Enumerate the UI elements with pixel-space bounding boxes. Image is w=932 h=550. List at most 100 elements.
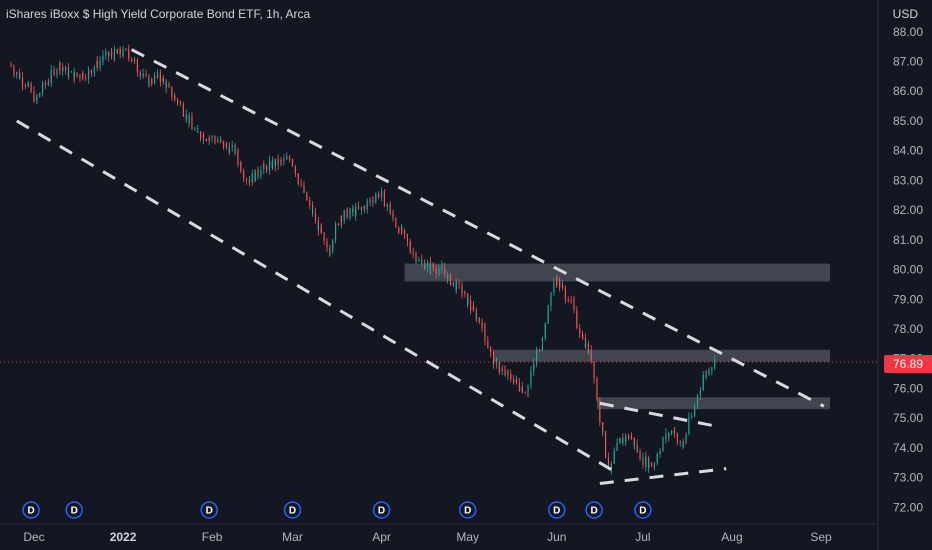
candle-body — [656, 454, 658, 458]
candle-body — [452, 281, 454, 283]
candle-body — [182, 104, 184, 114]
candle-body — [696, 394, 699, 399]
candle-body — [475, 317, 477, 320]
candle-body — [110, 52, 113, 56]
candle-body — [133, 59, 136, 61]
candle-body — [42, 82, 44, 91]
candle-body — [314, 219, 317, 221]
candle-body — [174, 95, 176, 100]
x-tick-label: Aug — [721, 530, 742, 544]
candle-body — [355, 206, 357, 216]
candle-body — [662, 437, 664, 442]
candle-body — [39, 93, 41, 95]
candle-body — [550, 292, 552, 303]
candle-body — [383, 193, 386, 207]
candle-body — [607, 457, 610, 466]
candle-body — [329, 250, 331, 252]
candle-body — [87, 70, 90, 79]
candle-body — [320, 224, 322, 231]
candle-body — [536, 355, 538, 364]
candle-body — [87, 69, 90, 74]
candle-body — [326, 240, 328, 249]
candle-body — [596, 385, 598, 400]
candle-body — [263, 164, 265, 170]
candle-body — [481, 323, 483, 325]
candle-body — [472, 306, 475, 311]
candle-body — [294, 166, 296, 172]
candle-body — [426, 261, 429, 263]
candle-body — [208, 138, 210, 140]
candle-body — [524, 392, 526, 394]
candle-body — [426, 262, 429, 268]
y-tick-label: 72.00 — [893, 500, 923, 514]
currency-label: USD — [892, 7, 918, 21]
candle-body — [688, 417, 690, 429]
candle-body — [705, 370, 707, 377]
candle-body — [369, 199, 371, 202]
channel-trendline — [599, 401, 721, 429]
candle-body — [541, 345, 543, 351]
candle-body — [309, 204, 311, 206]
candle-body — [403, 230, 406, 235]
candle-body — [648, 462, 650, 469]
candle-body — [530, 379, 532, 386]
candle-body — [584, 343, 587, 348]
candle-body — [547, 308, 549, 324]
dividend-marker — [283, 501, 302, 519]
candle-body — [283, 158, 285, 162]
candle-body — [498, 371, 500, 373]
candle-body — [93, 67, 95, 70]
candle-body — [604, 431, 607, 449]
dividend-marker — [458, 501, 477, 519]
y-tick-label: 85.00 — [893, 114, 923, 128]
candle-body — [105, 51, 107, 56]
x-tick-label: Dec — [23, 530, 44, 544]
candle-body — [202, 134, 205, 140]
candle-body — [613, 451, 615, 457]
candle-body — [418, 259, 420, 262]
candle-body — [16, 72, 18, 74]
candle-body — [343, 216, 345, 221]
candle-body — [544, 325, 546, 339]
candle-body — [645, 457, 647, 467]
candle-body — [70, 71, 72, 73]
candle-body — [573, 306, 575, 311]
candle-body — [487, 344, 489, 349]
candle-body — [636, 450, 638, 452]
candle-body — [386, 204, 388, 206]
candle-body — [694, 406, 696, 413]
candle-body — [59, 64, 61, 71]
candle-body — [102, 55, 104, 61]
candle-body — [579, 327, 581, 334]
x-tick-label: Jun — [547, 530, 566, 544]
candle-body — [277, 158, 279, 165]
candle-body — [56, 69, 58, 75]
candle-body — [547, 306, 549, 309]
candle-body — [177, 99, 179, 104]
dividend-label: D — [639, 506, 646, 517]
candle-body — [248, 179, 251, 184]
x-tick-label: May — [456, 530, 479, 544]
candle-body — [185, 114, 187, 119]
candle-body — [610, 463, 612, 472]
candle-body — [24, 85, 26, 87]
candle-body — [199, 136, 202, 140]
dividend-marker — [22, 501, 40, 519]
candle-body — [409, 247, 411, 253]
candle-body — [64, 66, 67, 71]
channel-trendline — [16, 119, 621, 476]
candle-body — [220, 139, 222, 141]
candle-body — [380, 190, 383, 193]
y-tick-label: 79.00 — [893, 292, 923, 306]
candle-body — [343, 210, 345, 217]
candle-body — [627, 435, 630, 439]
candle-body — [389, 212, 391, 214]
candle-body — [458, 282, 460, 285]
candle-body — [518, 388, 521, 392]
candle-body — [268, 160, 271, 166]
y-tick-label: 82.00 — [893, 203, 923, 217]
candle-body — [625, 435, 627, 441]
dividend-label: D — [206, 506, 213, 517]
candle-body — [191, 116, 193, 124]
